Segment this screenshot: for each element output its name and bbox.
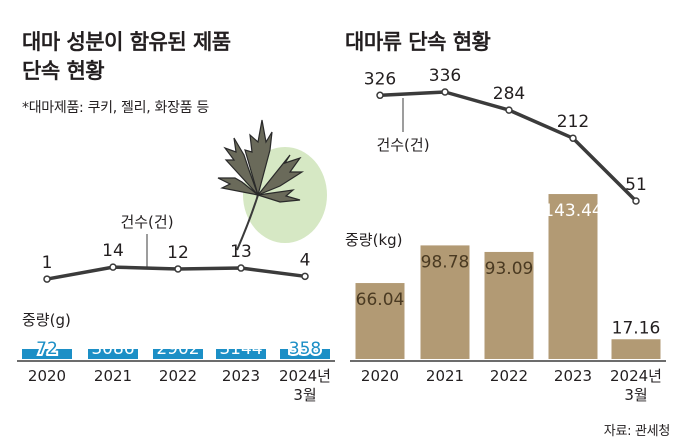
count-label: 12	[167, 243, 189, 263]
x-tick-label: 2022	[490, 367, 528, 385]
count-label: 284	[493, 84, 525, 104]
count-series-label: 건수(건)	[120, 213, 173, 231]
count-label: 14	[102, 241, 124, 261]
x-tick-label: 2020	[28, 367, 66, 385]
weight-bar	[216, 349, 266, 359]
weight-label: 3144	[219, 339, 262, 359]
weight-bar	[280, 349, 330, 359]
left-panel-title: 대마 성분이 함유된 제품 단속 현황	[22, 28, 231, 86]
count-point	[376, 91, 384, 100]
count-point	[109, 263, 117, 271]
weight-bar	[484, 251, 534, 359]
weight-bar	[611, 339, 661, 359]
count-label: 13	[230, 242, 252, 262]
left-chart: 1 14 12 13 4 건수(건) 중량(g) 72 3086 2902 3144 358 2020 2…	[17, 213, 335, 404]
weight-label: 66.04	[356, 290, 405, 310]
count-point	[237, 264, 245, 272]
count-label: 4	[300, 250, 311, 270]
weight-bar	[420, 245, 470, 359]
count-point	[174, 265, 182, 273]
x-tick-label: 2023	[222, 367, 260, 385]
x-tick-label: 2021	[94, 367, 132, 385]
count-label: 326	[364, 69, 396, 89]
source-note: 자료: 관세청	[603, 424, 671, 439]
count-label: 212	[557, 112, 589, 132]
weight-label: 93.09	[485, 259, 534, 279]
right-panel-title: 대마류 단속 현황	[345, 30, 491, 54]
count-point	[569, 134, 577, 142]
weight-series-label: 중량(kg)	[345, 231, 403, 249]
count-point	[505, 106, 513, 114]
cannabis-leaf-icon	[217, 119, 327, 251]
weight-series-label: 중량(g)	[22, 311, 71, 329]
x-tick-label: 3월	[293, 386, 316, 404]
count-point	[301, 272, 309, 281]
weight-bar	[548, 194, 598, 359]
weight-bar	[153, 349, 203, 359]
left-title-line2: 단속 현황	[22, 59, 105, 83]
product-note: *대마제품: 쿠키, 젤리, 화장품 등	[22, 100, 209, 116]
x-tick-label: 3월	[624, 386, 647, 404]
count-point	[632, 197, 640, 205]
weight-label: 358	[289, 339, 321, 359]
weight-label: 72	[36, 339, 58, 359]
weight-label: 3086	[91, 339, 134, 359]
count-label: 1	[42, 253, 53, 273]
count-label: 336	[429, 66, 461, 86]
right-chart: 326 336 284 212 51 건수(건) 중량(kg) 66.04 98.78 93.09…	[345, 66, 666, 404]
weight-bar	[88, 349, 138, 359]
weight-bar	[22, 349, 72, 359]
weight-label: 98.78	[421, 252, 470, 272]
weight-label: 143.44	[543, 201, 602, 221]
count-point	[43, 275, 51, 283]
x-tick-label: 2023	[554, 367, 592, 385]
weight-bar	[355, 283, 405, 359]
left-title-line1: 대마 성분이 함유된 제품	[22, 30, 231, 54]
x-tick-label: 2021	[426, 367, 464, 385]
count-point	[441, 88, 449, 96]
x-tick-label: 2022	[159, 367, 197, 385]
x-tick-label: 2024년	[610, 367, 662, 385]
x-tick-label: 2020	[361, 367, 399, 385]
count-series-label: 건수(건)	[376, 136, 429, 154]
x-tick-label: 2024년	[279, 367, 331, 385]
count-label: 51	[625, 175, 647, 195]
weight-label: 17.16	[612, 318, 661, 338]
weight-label: 2902	[156, 339, 199, 359]
